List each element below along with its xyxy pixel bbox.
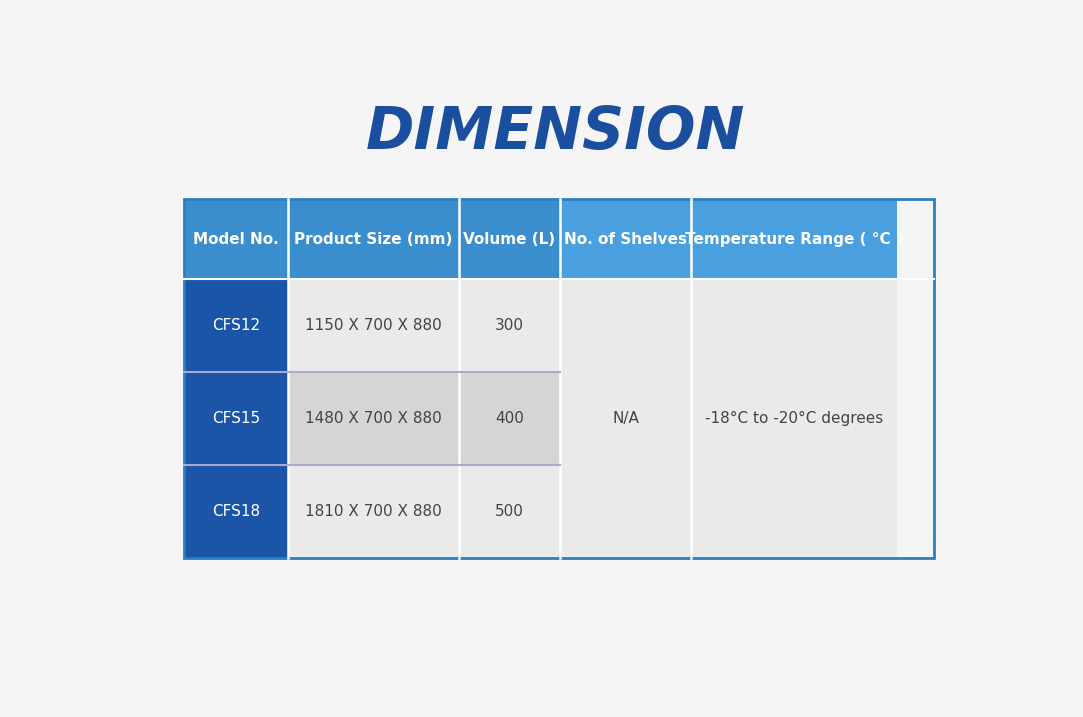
Text: 400: 400 (495, 411, 524, 426)
Text: No. of Shelves: No. of Shelves (564, 232, 687, 247)
Text: DIMENSION: DIMENSION (365, 105, 745, 161)
Bar (459, 465, 560, 558)
Bar (288, 372, 459, 465)
Bar (560, 279, 691, 558)
Text: CFS15: CFS15 (212, 411, 260, 426)
Bar (184, 372, 288, 465)
Bar (288, 465, 459, 558)
Bar (459, 279, 560, 372)
Text: 500: 500 (495, 503, 524, 518)
Bar (288, 279, 459, 372)
Bar (459, 199, 560, 279)
Text: 1480 X 700 X 880: 1480 X 700 X 880 (304, 411, 442, 426)
Bar (288, 199, 459, 279)
Text: 1150 X 700 X 880: 1150 X 700 X 880 (304, 318, 442, 333)
Text: -18°C to -20°C degrees: -18°C to -20°C degrees (705, 411, 884, 426)
Text: Volume (L): Volume (L) (464, 232, 556, 247)
Bar (560, 199, 691, 279)
Bar (459, 372, 560, 465)
Bar (184, 279, 288, 372)
Text: Model No.: Model No. (193, 232, 278, 247)
Bar (184, 199, 935, 558)
Text: CFS12: CFS12 (212, 318, 260, 333)
Text: CFS18: CFS18 (212, 503, 260, 518)
Bar (184, 199, 288, 279)
Bar (184, 465, 288, 558)
Text: 1810 X 700 X 880: 1810 X 700 X 880 (304, 503, 442, 518)
Text: Temperature Range ( °C ): Temperature Range ( °C ) (686, 232, 903, 247)
Text: Product Size (mm): Product Size (mm) (293, 232, 453, 247)
Bar (691, 279, 897, 558)
Text: N/A: N/A (612, 411, 639, 426)
Text: 300: 300 (495, 318, 524, 333)
Bar (691, 199, 897, 279)
